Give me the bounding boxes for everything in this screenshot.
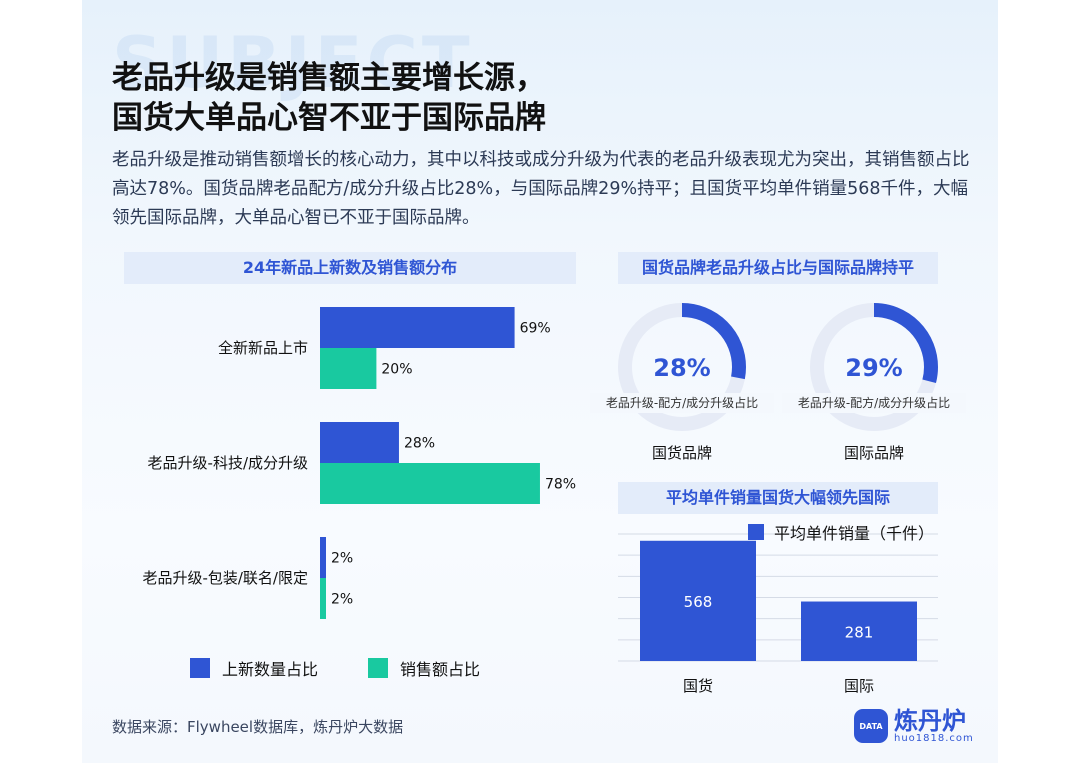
- page-title: 老品升级是销售额主要增长源， 国货大单品心智不亚于国际品牌: [112, 58, 546, 138]
- category-label: 国际: [844, 677, 874, 695]
- bar: [320, 307, 515, 348]
- donut-chart-title: 国货品牌老品升级占比与国际品牌持平: [618, 252, 938, 284]
- donut-slice: [618, 303, 746, 431]
- logo-url: huo1818.com: [894, 733, 974, 744]
- donut-category-label: 国货品牌: [652, 444, 712, 462]
- legend-swatch-green: [368, 658, 388, 678]
- bar: [320, 578, 326, 619]
- donut-chart: 28%老品升级-配方/成分升级占比国货品牌29%老品升级-配方/成分升级占比国际…: [590, 303, 966, 462]
- legend-item-sales: 销售额占比: [368, 656, 480, 680]
- donut-caption: 老品升级-配方/成分升级占比: [606, 395, 758, 410]
- bar: [801, 601, 917, 661]
- hbar-chart: 全新新品上市 69% 20% 老品升级-科技/成分升级 28% 78% 老品升级-包装/联名…: [142, 307, 576, 619]
- donut-caption: 老品升级-配方/成分升级占比: [798, 395, 950, 410]
- category-label: 全新新品上市: [218, 339, 308, 357]
- vbar-chart: 568 国货 281 国际: [618, 533, 938, 695]
- legend-item-avg-sales: 平均单件销量（千件）: [748, 520, 934, 544]
- bar: [320, 422, 399, 463]
- hbar-chart-title: 24年新品上新数及销售额分布: [124, 252, 576, 284]
- category-label: 老品升级-科技/成分升级: [148, 454, 308, 472]
- logo-name: 炼丹炉: [894, 707, 966, 735]
- donut-slice: [810, 303, 938, 431]
- donut-caption-bg: [782, 393, 966, 413]
- bar: [640, 540, 756, 661]
- legend-item-new-count: 上新数量占比: [190, 656, 318, 680]
- legend-swatch-blue: [748, 524, 764, 540]
- bar-value-label: 69%: [520, 321, 551, 337]
- category-label: 国货: [683, 677, 713, 695]
- page-description: 老品升级是推动销售额增长的核心动力，其中以科技或成分升级为代表的老品升级表现尤为…: [112, 150, 970, 228]
- legend-label: 销售额占比: [400, 660, 481, 679]
- data-source: 数据来源：Flywheel数据库，炼丹炉大数据: [112, 718, 404, 736]
- brand-logo: DATA 炼丹炉 huo1818.com: [854, 708, 974, 744]
- bar-value-label: 281: [845, 623, 874, 641]
- category-label: 老品升级-包装/联名/限定: [142, 569, 308, 587]
- background-word: SUBJECT: [112, 22, 474, 104]
- bar: [320, 537, 326, 578]
- bar-value-label: 2%: [331, 551, 353, 567]
- legend-label: 上新数量占比: [222, 660, 319, 679]
- bar-value-label: 20%: [381, 362, 412, 378]
- donut-category-label: 国际品牌: [844, 444, 904, 462]
- bar: [320, 463, 540, 504]
- donut-caption-bg: [590, 393, 774, 413]
- legend-label: 平均单件销量（千件）: [774, 524, 935, 543]
- donut-value-label: 29%: [845, 354, 902, 382]
- logo-badge-icon: DATA: [854, 709, 888, 743]
- donut-value-label: 28%: [653, 354, 710, 382]
- bar-value-label: 78%: [545, 477, 576, 493]
- title-line-1: 老品升级是销售额主要增长源，: [112, 60, 546, 96]
- bar-value-label: 568: [684, 593, 713, 611]
- vbar-chart-title: 平均单件销量国货大幅领先国际: [618, 482, 938, 514]
- infographic-page: SUBJECT 老品升级是销售额主要增长源， 国货大单品心智不亚于国际品牌 老品…: [82, 0, 998, 763]
- bar: [320, 348, 377, 389]
- bar-value-label: 28%: [404, 436, 435, 452]
- bar-value-label: 2%: [331, 592, 353, 608]
- legend-swatch-blue: [190, 658, 210, 678]
- title-line-2: 国货大单品心智不亚于国际品牌: [112, 100, 546, 136]
